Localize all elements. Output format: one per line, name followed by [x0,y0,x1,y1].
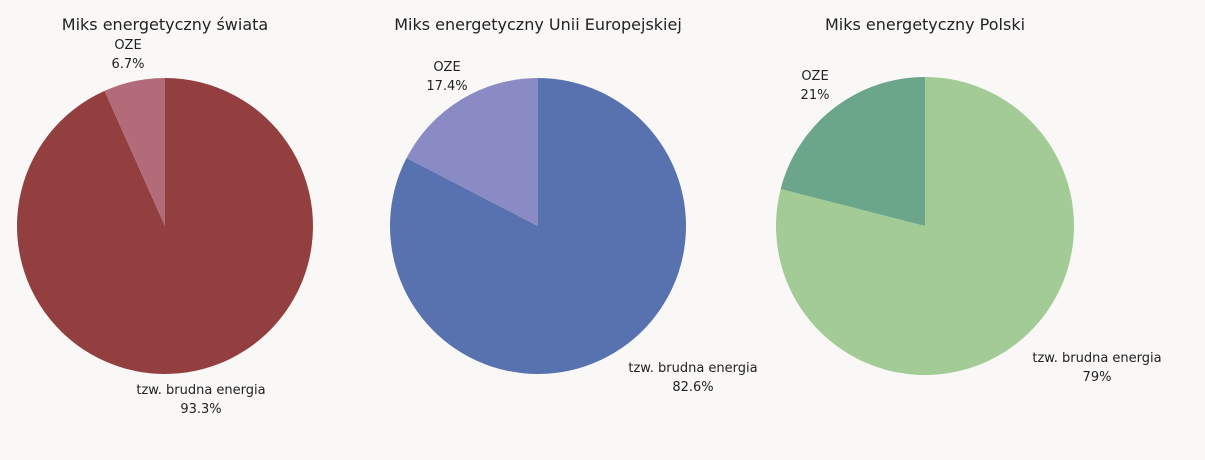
slice-label: tzw. brudna energia [1032,351,1161,366]
pie-chart-2: Miks energetyczny Unii Europejskiej tzw. … [390,15,758,395]
slice-value-label: 93.3% [180,402,221,417]
pie-chart-1: Miks energetyczny świata tzw. brudna ener… [16,15,313,417]
slice-value-label: 6.7% [111,57,144,72]
pie-chart-3: Miks energetyczny Polski tzw. brudna ener… [776,15,1162,385]
pie-slice-brudna-energia [16,78,313,374]
pie-slice-oze [104,78,165,226]
slice-value-label: 79% [1083,370,1112,385]
slice-label: OZE [801,69,828,84]
slice-label: OZE [433,60,460,75]
pie-slice-brudna-energia [776,77,1075,375]
chart-title: Miks energetyczny Unii Europejskiej [394,15,682,34]
slice-label: tzw. brudna energia [136,383,265,398]
slice-value-label: 82.6% [672,380,713,395]
pie-slice-brudna-energia [390,78,687,374]
slice-value-label: 21% [801,88,830,103]
slice-label: OZE [114,38,141,53]
chart-title: Miks energetyczny Polski [825,15,1025,34]
slice-label: tzw. brudna energia [628,361,757,376]
slice-value-label: 17.4% [426,79,467,94]
chart-title: Miks energetyczny świata [62,15,268,34]
pie-slice-oze [780,76,925,226]
pie-slice-oze [406,78,538,226]
